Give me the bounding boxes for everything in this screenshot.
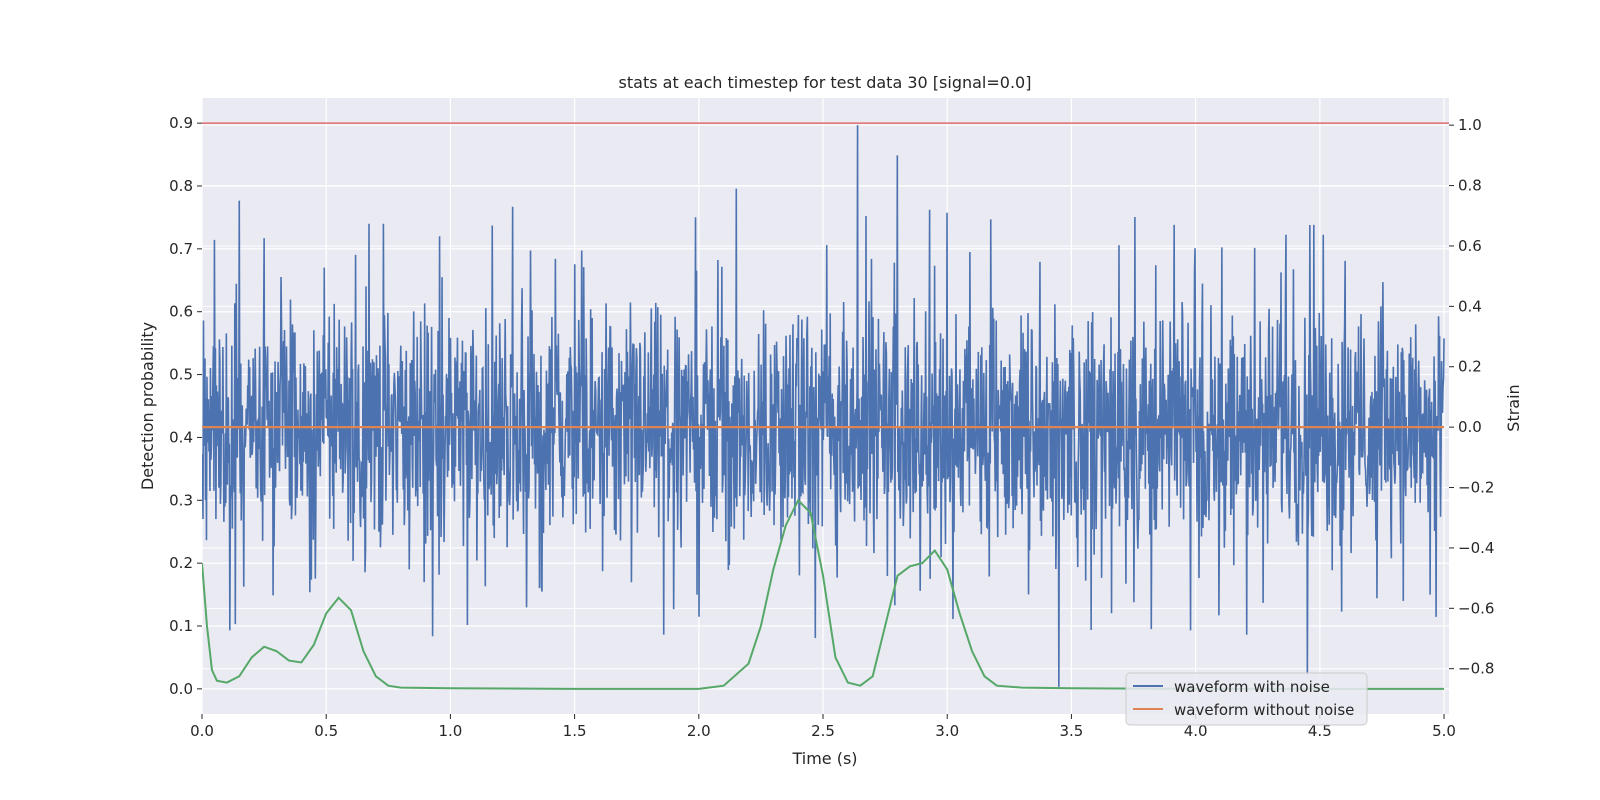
- y-left-tick-label: 0.1: [169, 617, 193, 635]
- y-left-tick-label: 0.7: [169, 240, 193, 258]
- x-tick-label: 4.0: [1184, 722, 1208, 740]
- y-left-tick-label: 0.9: [169, 114, 193, 132]
- y-axis-right-label: Strain: [1504, 384, 1523, 431]
- axes: 0.0 0.5 1.0 1.5 2.0 2.5 3.0 3.5 4.0 4.5 5.0 0.0 0.1 0…: [169, 114, 1494, 740]
- x-tick-label: 3.0: [935, 722, 959, 740]
- x-tick-label: 1.5: [563, 722, 587, 740]
- y-left-tick-label: 0.4: [169, 428, 193, 446]
- y-right-tick-label: 0.6: [1458, 237, 1482, 255]
- y-left-tick-label: 0.2: [169, 554, 193, 572]
- x-tick-label: 0.5: [314, 722, 338, 740]
- y-left-tick-label: 0.5: [169, 366, 193, 384]
- x-tick-label: 0.0: [190, 722, 214, 740]
- y-left-tick-label: 0.3: [169, 491, 193, 509]
- x-axis-label: Time (s): [791, 749, 857, 768]
- y-right-tick-label: −0.8: [1458, 660, 1494, 678]
- series-layer: [202, 122, 1449, 690]
- y-left-tick-label: 0.0: [169, 680, 193, 698]
- x-tick-label: 5.0: [1432, 722, 1456, 740]
- y-right-tick-label: −0.2: [1458, 479, 1494, 497]
- legend-label-waveform-without-noise: waveform without noise: [1174, 701, 1354, 719]
- y-right-tick-label: 0.0: [1458, 418, 1482, 436]
- y-right-tick-label: 0.8: [1458, 177, 1482, 195]
- y-right-tick-label: −0.4: [1458, 539, 1494, 557]
- x-tick-label: 3.5: [1059, 722, 1083, 740]
- y-axis-left-label: Detection probability: [138, 322, 157, 490]
- y-left-tick-label: 0.8: [169, 177, 193, 195]
- legend-box: [1125, 672, 1368, 726]
- legend-label-waveform-with-noise: waveform with noise: [1174, 678, 1330, 696]
- y-right-tick-label: 1.0: [1458, 116, 1482, 134]
- series-waveform-with-noise: [202, 125, 1445, 687]
- y-right-tick-label: 0.2: [1458, 358, 1482, 376]
- y-right-tick-label: 0.4: [1458, 297, 1482, 315]
- y-right-tick-label: −0.6: [1458, 599, 1494, 617]
- x-tick-label: 4.5: [1308, 722, 1332, 740]
- x-tick-label: 2.0: [687, 722, 711, 740]
- legend: waveform with noise waveform without noi…: [1125, 672, 1368, 726]
- y-left-tick-label: 0.6: [169, 303, 193, 321]
- chart-title: stats at each timestep for test data 30 …: [619, 73, 1032, 92]
- x-tick-label: 1.0: [438, 722, 462, 740]
- series-detection-probability: [202, 498, 1445, 690]
- x-tick-label: 2.5: [811, 722, 835, 740]
